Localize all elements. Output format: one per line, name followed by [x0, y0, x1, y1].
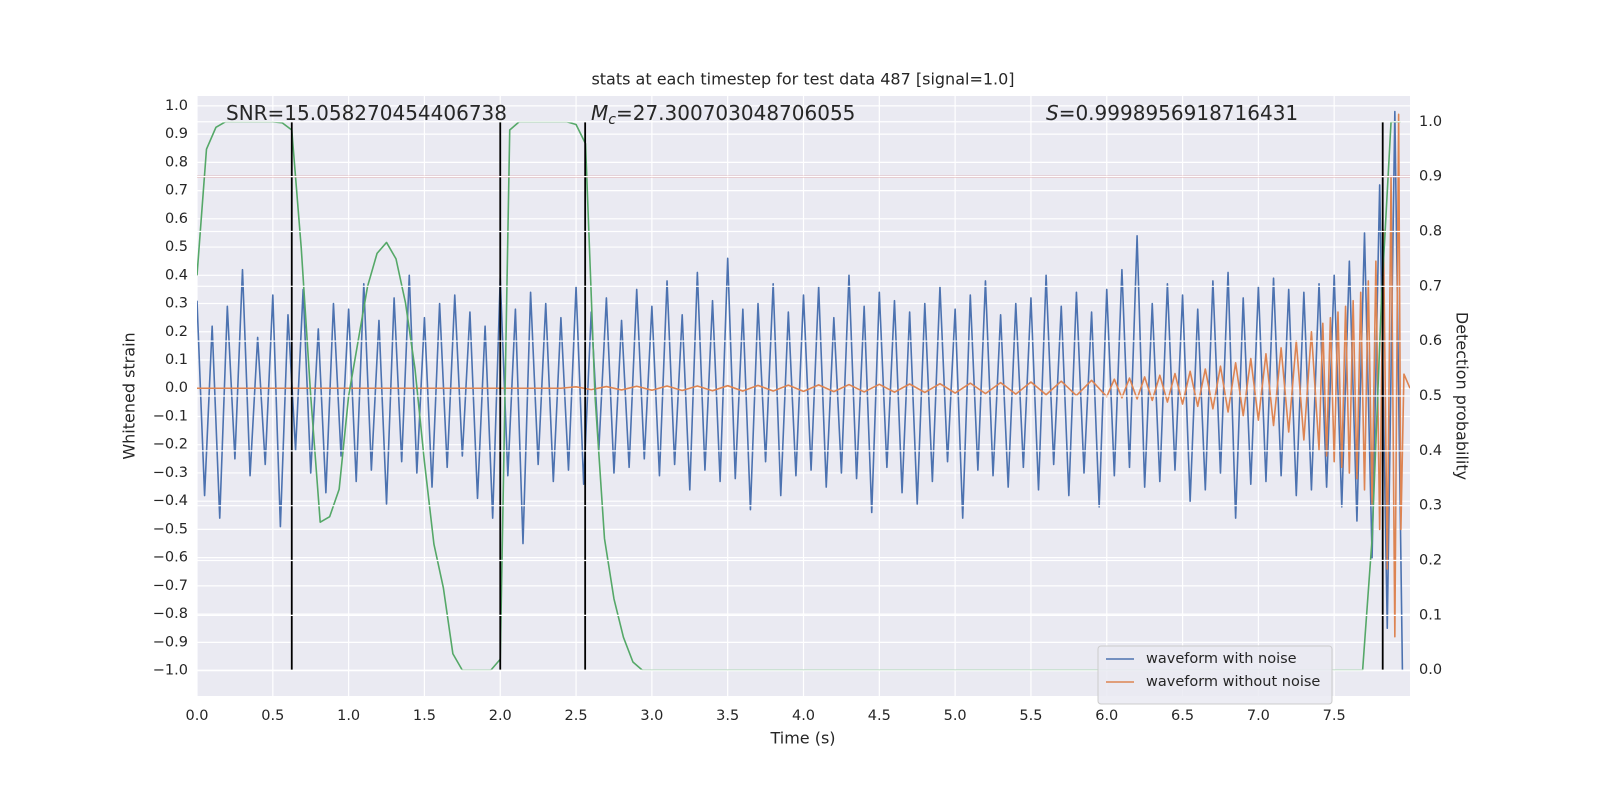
- x-tick-label: 4.0: [792, 708, 815, 724]
- y-tick-label: −0.3: [153, 465, 188, 481]
- y2-tick-label: 1.0: [1419, 114, 1442, 130]
- annotation: Mc=27.300703048706055: [591, 101, 855, 129]
- y-tick-label: 0.8: [165, 154, 188, 170]
- x-tick-label: 0.0: [185, 708, 208, 724]
- x-tick-label: 2.0: [489, 708, 512, 724]
- y2-tick-label: 0.9: [1419, 169, 1442, 185]
- x-tick-label: 1.0: [337, 708, 360, 724]
- y-tick-label: 0.6: [165, 211, 188, 227]
- y-tick-label: −0.1: [153, 408, 188, 424]
- x-tick-label: 5.0: [944, 708, 967, 724]
- y2-tick-label: 0.6: [1419, 333, 1442, 349]
- x-tick-label: 2.5: [565, 708, 588, 724]
- x-tick-label: 6.5: [1171, 708, 1194, 724]
- x-tick-label: 5.5: [1019, 708, 1042, 724]
- annotation: SNR=15.058270454406738: [226, 101, 507, 125]
- y-tick-label: 0.0: [165, 380, 188, 396]
- y2-tick-label: 0.2: [1419, 553, 1442, 569]
- y2-tick-label: 0.1: [1419, 607, 1442, 623]
- y-tick-label: 1.0: [165, 98, 188, 114]
- y-tick-label: 0.1: [165, 352, 188, 368]
- x-tick-label: 7.5: [1323, 708, 1346, 724]
- y2-tick-label: 0.7: [1419, 278, 1442, 294]
- y2-tick-label: 0.8: [1419, 223, 1442, 239]
- y2-axis-label: Detection probability: [1453, 312, 1472, 480]
- x-tick-label: 6.0: [1095, 708, 1118, 724]
- y-tick-label: 0.4: [165, 267, 188, 283]
- annotation-text: SNR=15.058270454406738: [226, 101, 507, 125]
- x-tick-label: 0.5: [261, 708, 284, 724]
- y-tick-label: 0.3: [165, 296, 188, 312]
- y-tick-label: −0.7: [153, 578, 188, 594]
- x-tick-label: 7.0: [1247, 708, 1270, 724]
- series-line: [197, 110, 1404, 671]
- annotation-symbol: S: [1046, 101, 1059, 125]
- y2-tick-label: 0.0: [1419, 662, 1442, 678]
- legend: waveform with noise waveform without nois…: [1097, 645, 1333, 705]
- annotation-text: =27.300703048706055: [616, 101, 855, 125]
- annotation-subscript: c: [608, 112, 616, 128]
- y-axis-label: Whitened strain: [120, 332, 139, 459]
- series-line: [197, 120, 1401, 672]
- y-tick-label: 0.7: [165, 183, 188, 199]
- x-tick-label: 3.5: [716, 708, 739, 724]
- annotation-symbol: M: [591, 101, 608, 125]
- y-tick-label: 0.2: [165, 324, 188, 340]
- x-axis-label: Time (s): [769, 729, 835, 748]
- annotation: S=0.9998956918716431: [1046, 101, 1298, 125]
- y-tick-label: −1.0: [153, 663, 188, 679]
- y2-tick-label: 0.3: [1419, 498, 1442, 514]
- y-tick-label: −0.9: [153, 634, 188, 650]
- chart-title: stats at each timestep for test data 487…: [591, 70, 1014, 89]
- legend-label: waveform with noise: [1146, 651, 1297, 667]
- y2-tick-label: 0.5: [1419, 388, 1442, 404]
- x-tick-label: 1.5: [413, 708, 436, 724]
- legend-box: [1097, 645, 1333, 705]
- x-tick-label: 4.5: [868, 708, 891, 724]
- y-tick-label: 0.5: [165, 239, 188, 255]
- y-tick-label: −0.4: [153, 493, 188, 509]
- series-line: [197, 113, 1410, 638]
- annotation-text: =0.9998956918716431: [1059, 101, 1298, 125]
- x-tick-label: 3.0: [640, 708, 663, 724]
- y-tick-label: −0.2: [153, 437, 188, 453]
- y-tick-label: −0.8: [153, 606, 188, 622]
- legend-label: waveform without noise: [1146, 674, 1320, 690]
- y2-tick-label: 0.4: [1419, 443, 1442, 459]
- y-tick-label: −0.6: [153, 550, 188, 566]
- y-tick-label: 0.9: [165, 126, 188, 142]
- y-tick-label: −0.5: [153, 521, 188, 537]
